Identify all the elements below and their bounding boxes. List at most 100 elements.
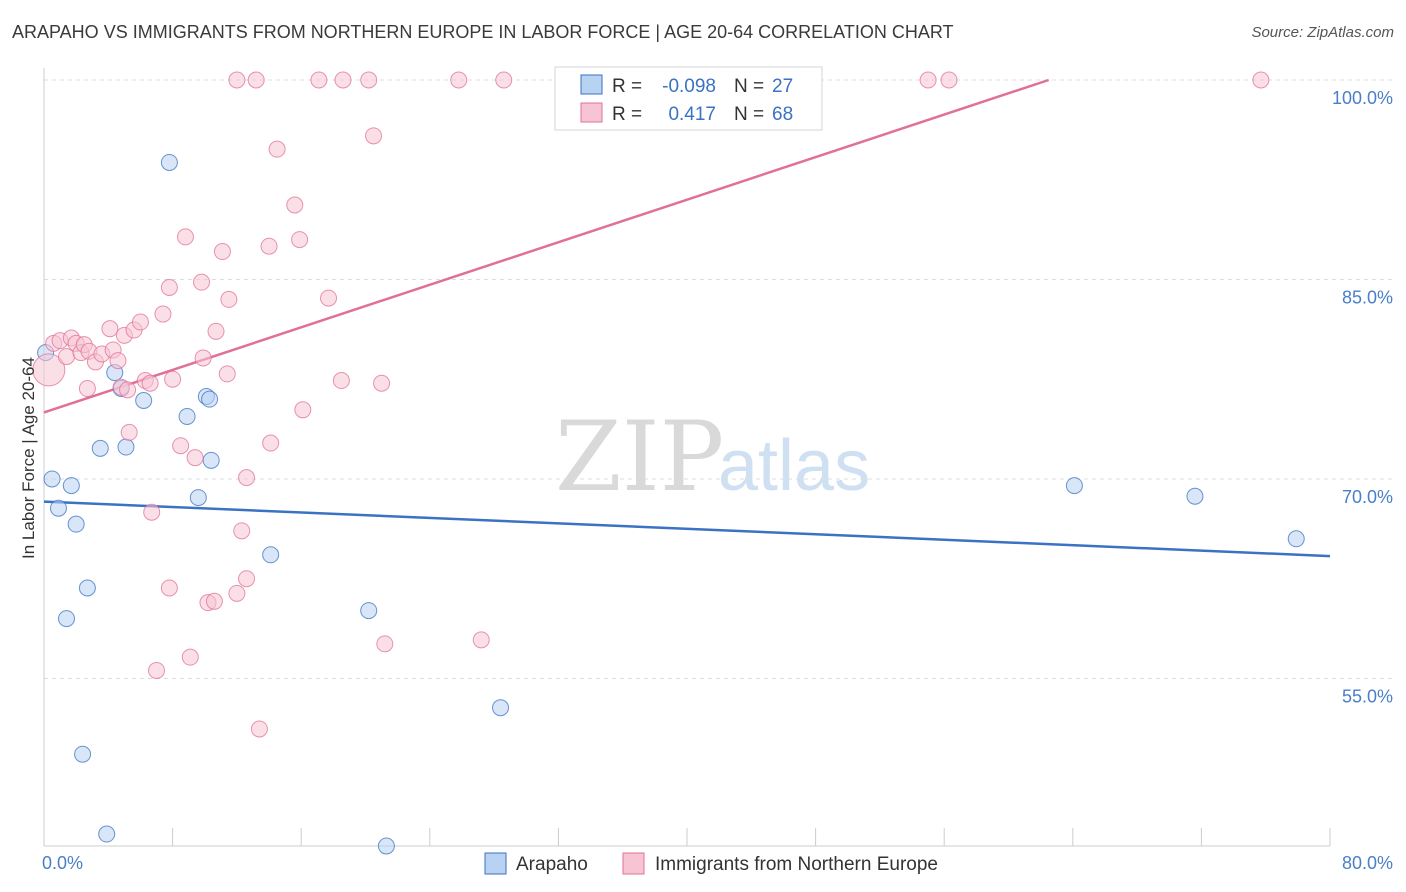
legend-swatch-arapaho [580, 74, 603, 95]
point-immigrants [160, 579, 178, 597]
point-immigrants [194, 349, 212, 367]
point-arapaho [360, 602, 378, 620]
point-immigrants [332, 372, 350, 390]
point-arapaho [74, 745, 92, 763]
bottom-legend-label-arapaho: Arapaho [516, 854, 588, 875]
legend-r-value-arapaho: -0.098 [662, 76, 716, 97]
point-immigrants [233, 522, 251, 540]
point-immigrants [250, 720, 268, 738]
point-immigrants [213, 243, 231, 261]
y-tick-label: 85.0% [1342, 287, 1393, 307]
point-immigrants [373, 374, 391, 392]
data-points [32, 71, 1305, 855]
point-immigrants [131, 313, 149, 331]
legend-n-value-immigrants: 68 [772, 104, 793, 125]
point-arapaho [62, 477, 80, 495]
point-immigrants [181, 648, 199, 666]
point-arapaho [1287, 530, 1305, 548]
y-tick-label: 55.0% [1342, 686, 1393, 706]
bottom-legend-swatch-immigrants [622, 852, 645, 875]
point-immigrants [160, 278, 178, 296]
point-immigrants [940, 71, 958, 89]
point-immigrants [334, 71, 352, 89]
point-immigrants [495, 71, 513, 89]
point-immigrants [205, 592, 223, 610]
legend-n-label-1: N = [734, 76, 764, 97]
legend-n-value-arapaho: 27 [772, 76, 793, 97]
point-immigrants [1252, 71, 1270, 89]
point-immigrants [238, 469, 256, 487]
point-immigrants [238, 570, 256, 588]
point-arapaho [492, 699, 510, 717]
point-immigrants [268, 140, 286, 158]
bottom-legend-label-immigrants: Immigrants from Northern Europe [655, 854, 938, 875]
point-immigrants [472, 631, 490, 649]
y-tick-label: 70.0% [1342, 487, 1393, 507]
point-immigrants [32, 353, 66, 387]
gridlines [44, 79, 1394, 679]
point-immigrants [919, 71, 937, 89]
y-tick-label: 100.0% [1332, 88, 1393, 108]
legend-r-label-2: R = [612, 104, 642, 125]
point-immigrants [376, 635, 394, 653]
watermark-zip: ZIP [555, 401, 724, 513]
point-immigrants [193, 273, 211, 291]
point-immigrants [220, 290, 238, 308]
x-tick-label-min: 0.0% [42, 853, 83, 873]
point-arapaho [58, 610, 76, 628]
point-arapaho [262, 546, 280, 564]
point-immigrants [58, 348, 76, 366]
point-immigrants [101, 320, 119, 338]
legend-r-label-1: R = [612, 76, 642, 97]
point-immigrants [228, 584, 246, 602]
stats-legend: R = -0.098 N = 27 R = 0.417 N = 68 [554, 66, 823, 131]
point-arapaho [98, 825, 116, 843]
point-immigrants [176, 228, 194, 246]
point-immigrants [291, 231, 309, 249]
point-arapaho [43, 470, 61, 488]
point-arapaho [1186, 487, 1204, 505]
point-immigrants [154, 305, 172, 323]
point-immigrants [310, 71, 328, 89]
point-immigrants [186, 449, 204, 467]
point-immigrants [141, 374, 159, 392]
point-arapaho [91, 439, 109, 457]
point-arapaho [49, 499, 67, 517]
point-immigrants [228, 71, 246, 89]
trend-line-immigrants [43, 78, 1050, 414]
point-arapaho [78, 579, 96, 597]
point-immigrants [262, 434, 280, 452]
source-credit: Source: ZipAtlas.com [1251, 24, 1394, 41]
chart-title: ARAPAHO VS IMMIGRANTS FROM NORTHERN EURO… [12, 22, 954, 42]
y-axis-label: In Labor Force | Age 20-64 [19, 357, 38, 559]
bottom-legend-swatch-arapaho [484, 852, 507, 875]
point-arapaho [135, 391, 153, 409]
point-arapaho [1065, 477, 1083, 495]
point-immigrants [143, 503, 161, 521]
point-arapaho [189, 489, 207, 507]
trend-line-arapaho [43, 500, 1331, 558]
legend-swatch-immigrants [580, 102, 603, 123]
point-arapaho [201, 390, 219, 408]
point-immigrants [294, 401, 312, 419]
point-immigrants [360, 71, 378, 89]
point-immigrants [320, 289, 338, 307]
axes: 55.0% 70.0% 85.0% 100.0% 0.0% 80.0% [42, 68, 1393, 873]
point-immigrants [365, 127, 383, 145]
point-immigrants [148, 661, 166, 679]
point-arapaho [178, 407, 196, 425]
point-immigrants [207, 322, 225, 340]
x-tick-label-max: 80.0% [1342, 853, 1393, 873]
point-immigrants [172, 437, 190, 455]
legend-n-label-2: N = [734, 104, 764, 125]
point-immigrants [78, 380, 96, 398]
point-immigrants [218, 365, 236, 383]
bottom-legend: Arapaho Immigrants from Northern Europe [484, 852, 938, 875]
point-immigrants [120, 423, 138, 441]
point-arapaho [202, 451, 220, 469]
point-immigrants [450, 71, 468, 89]
point-immigrants [164, 370, 182, 388]
point-immigrants [119, 381, 137, 399]
watermark-atlas: atlas [718, 426, 870, 506]
